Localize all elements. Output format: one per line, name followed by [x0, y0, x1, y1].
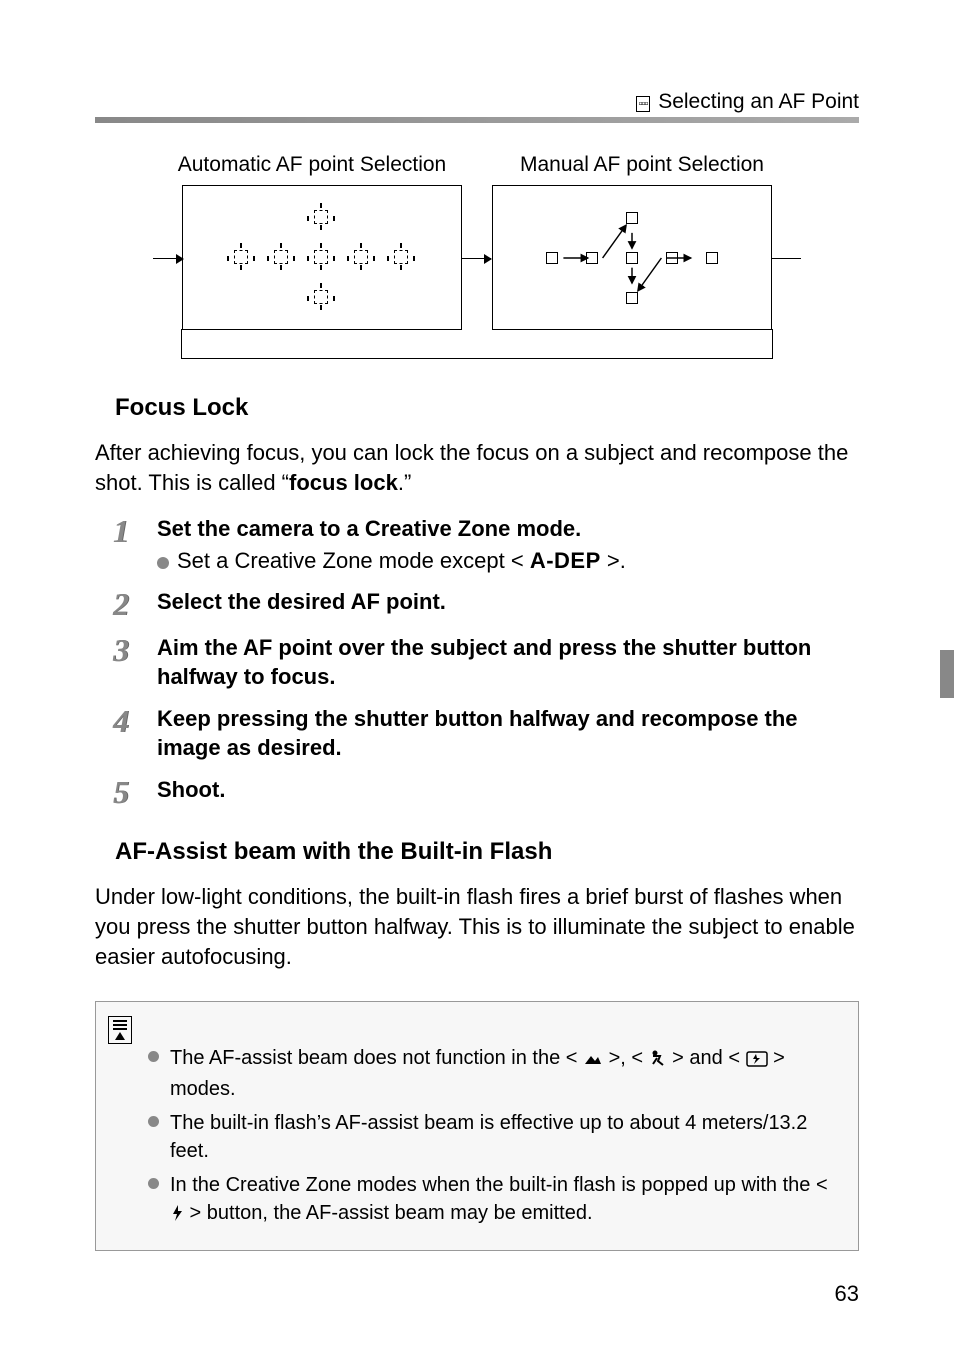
- auto-af-label: Automatic AF point Selection: [172, 153, 452, 177]
- step-number: 2: [113, 588, 139, 620]
- auto-af-box: [182, 185, 462, 330]
- flash-off-icon: [746, 1051, 768, 1067]
- af-point-auto: [388, 244, 416, 272]
- connector-arrow: [461, 258, 491, 260]
- focus-lock-heading: Focus Lock: [115, 394, 859, 422]
- loop-exit-line: [771, 258, 801, 260]
- step: 3 Aim the AF point over the subject and p…: [113, 634, 859, 691]
- flash-icon: [170, 1204, 184, 1222]
- af-point-manual: [666, 252, 678, 264]
- side-tab: [940, 650, 954, 698]
- intro-after: .”: [398, 470, 411, 495]
- steps-list: 1 Set the camera to a Creative Zone mode.…: [113, 515, 859, 808]
- manual-af-box: [492, 185, 772, 330]
- step-number: 1: [113, 515, 139, 574]
- af-point-manual: [586, 252, 598, 264]
- af-point-manual: [626, 212, 638, 224]
- af-point-auto: [308, 244, 336, 272]
- af-point-auto: [308, 284, 336, 312]
- step-body: Select the desired AF point.: [157, 588, 859, 620]
- af-assist-heading: AF-Assist beam with the Built-in Flash: [115, 838, 859, 866]
- header-title: Selecting an AF Point: [658, 90, 859, 113]
- af-point-manual: [706, 252, 718, 264]
- step-title: Keep pressing the shutter button halfway…: [157, 705, 859, 762]
- step: 5 Shoot.: [113, 776, 859, 808]
- af-assist-body: Under low-light conditions, the built-in…: [95, 882, 859, 971]
- manual-af-label: Manual AF point Selection: [502, 153, 782, 177]
- step: 2 Select the desired AF point.: [113, 588, 859, 620]
- step-title: Select the desired AF point.: [157, 588, 859, 617]
- note-icon: [108, 1016, 132, 1044]
- intro-bold: focus lock: [289, 470, 398, 495]
- step-title: Set the camera to a Creative Zone mode.: [157, 515, 859, 544]
- step-body: Aim the AF point over the subject and pr…: [157, 634, 859, 691]
- note-item: The built-in flash’s AF-assist beam is e…: [148, 1109, 842, 1165]
- af-area-icon: ▫▫▫: [636, 96, 651, 112]
- step-number: 3: [113, 634, 139, 691]
- focus-lock-intro: After achieving focus, you can lock the …: [95, 438, 859, 497]
- landscape-icon: [583, 1051, 603, 1067]
- step-sub: Set a Creative Zone mode except < A-DEP …: [157, 548, 859, 574]
- step: 4 Keep pressing the shutter button halfwa…: [113, 705, 859, 762]
- header-divider: [95, 117, 859, 123]
- page-number: 63: [95, 1281, 859, 1307]
- bullet-icon: [157, 557, 169, 569]
- step-number: 5: [113, 776, 139, 808]
- af-point-auto: [348, 244, 376, 272]
- af-point-manual: [546, 252, 558, 264]
- step-title: Aim the AF point over the subject and pr…: [157, 634, 859, 691]
- note-box: The AF-assist beam does not function in …: [95, 1001, 859, 1251]
- af-point-manual: [626, 252, 638, 264]
- af-selection-diagram: Automatic AF point Selection Manual AF p…: [95, 153, 859, 359]
- af-point-auto: [228, 244, 256, 272]
- step: 1 Set the camera to a Creative Zone mode.…: [113, 515, 859, 574]
- note-item: In the Creative Zone modes when the buil…: [148, 1171, 842, 1230]
- loop-entry-arrow: [153, 258, 183, 260]
- af-point-auto: [268, 244, 296, 272]
- af-point-auto: [308, 204, 336, 232]
- step-body: Shoot.: [157, 776, 859, 808]
- note-item: The AF-assist beam does not function in …: [148, 1044, 842, 1103]
- sports-icon: [649, 1049, 667, 1067]
- step-body: Set the camera to a Creative Zone mode. S…: [157, 515, 859, 574]
- loop-return-line: [181, 329, 773, 359]
- page-header: ▫▫▫ Selecting an AF Point: [95, 90, 859, 114]
- af-point-manual: [626, 292, 638, 304]
- step-title: Shoot.: [157, 776, 859, 805]
- step-number: 4: [113, 705, 139, 762]
- step-body: Keep pressing the shutter button halfway…: [157, 705, 859, 762]
- intro-before: After achieving focus, you can lock the …: [95, 440, 848, 495]
